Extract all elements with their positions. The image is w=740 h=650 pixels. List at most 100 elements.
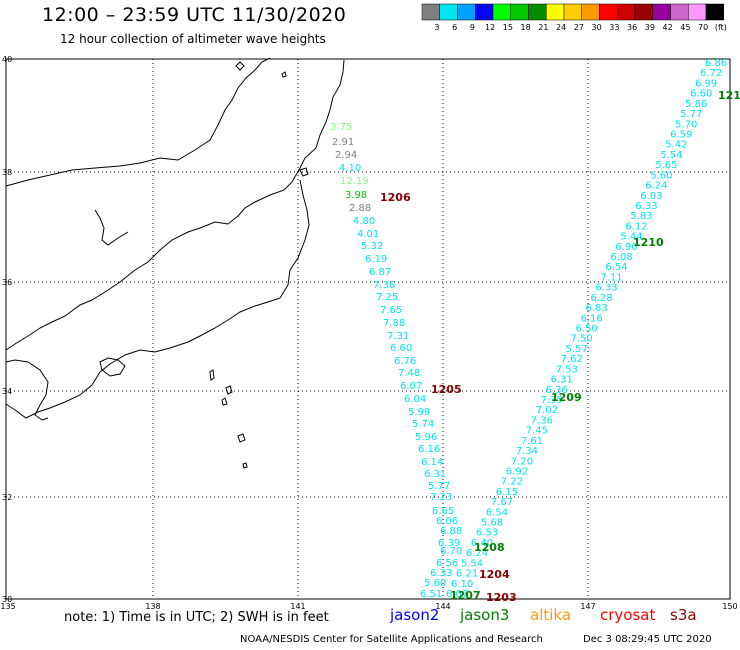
swh-value: 7.35 (541, 395, 563, 406)
pass-label: 1205 (431, 383, 462, 396)
swh-value: 7.65 (380, 305, 402, 316)
swh-value: 6.50 (576, 324, 598, 335)
map-frame (5, 58, 731, 600)
latitude-labels: 40 38 36 34 32 30 (2, 55, 12, 604)
swh-value: 5.83 (630, 211, 652, 222)
swh-value: 7.61 (521, 436, 543, 447)
legend-label: 42 (663, 23, 673, 32)
swh-value: 6.83 (586, 303, 608, 314)
legend-label: 21 (538, 23, 548, 32)
lon-label: 135 (0, 602, 15, 611)
swh-value: 7.62 (561, 354, 583, 365)
swh-value: 7.67 (491, 497, 513, 508)
pass-label: 1208 (474, 541, 505, 554)
swh-value: 7.31 (387, 331, 409, 342)
swh-value: 5.60 (424, 578, 446, 589)
swh-value: 6.19 (365, 254, 387, 265)
swh-value: 5.60 (650, 170, 672, 181)
swh-value: 4.80 (353, 216, 375, 227)
legend-label: 15 (503, 23, 513, 32)
swh-value: 7.25 (376, 292, 398, 303)
longitude-labels: 135 138 141 144 147 150 (0, 602, 737, 611)
swh-value: 5.77 (680, 109, 702, 120)
swh-value: 6.07 (400, 381, 422, 392)
swh-value: 6.03 (640, 191, 662, 202)
swh-value: 7.48 (398, 368, 420, 379)
swh-value: 7.22 (501, 477, 523, 488)
swh-value: 6.14 (421, 457, 443, 468)
swh-value: 5.96 (415, 432, 437, 443)
footer-date: Dec 3 08:29:45 UTC 2020 (583, 634, 712, 645)
swh-value: 6.99 (695, 78, 717, 89)
swh-value: 6.16 (418, 444, 440, 455)
swh-value: 4.10 (339, 163, 361, 174)
lat-label: 40 (2, 55, 12, 64)
swh-value: 6.70 (440, 546, 462, 557)
swh-value: 5.44 (620, 232, 642, 243)
lat-label: 32 (2, 493, 12, 502)
swh-value: 7.20 (511, 456, 533, 467)
swh-value: 7.11 (600, 272, 622, 283)
swh-value: 5.57 (566, 344, 588, 355)
pass-label: 121 (718, 89, 740, 102)
swh-value: 7.36 (531, 415, 553, 426)
legend-label: 6 (452, 23, 457, 32)
mission-cryosat: cryosat (600, 606, 656, 624)
lat-label: 38 (2, 168, 12, 177)
legend-swatch (705, 3, 724, 21)
swh-value: 6.90 (615, 242, 637, 253)
mission-s3a: s3a (670, 606, 697, 624)
legend-label: 12 (485, 23, 495, 32)
swh-value: 6.16 (581, 313, 603, 324)
swh-value: 6.28 (590, 293, 612, 304)
swh-value: 5.54 (461, 558, 483, 569)
swh-value: 6.54 (486, 507, 508, 518)
mission-jason2: jason2 (390, 606, 440, 624)
swh-value: 6.88 (440, 526, 462, 537)
legend-label: 3 (434, 23, 439, 32)
page-title: 12:00 – 23:59 UTC 11/30/2020 (42, 4, 347, 26)
page-subtitle: 12 hour collection of altimeter wave hei… (60, 32, 326, 46)
swh-value: 5.77 (428, 481, 450, 492)
lon-label: 138 (145, 602, 160, 611)
footer-note: note: 1) Time is in UTC; 2) SWH is in fe… (64, 610, 329, 625)
swh-value: 7.36 (373, 280, 395, 291)
lat-label: 30 (2, 595, 12, 604)
swh-value: 6.51 (420, 589, 442, 600)
swh-value: 3.98 (345, 190, 367, 201)
footer-credit: NOAA/NESDIS Center for Satellite Applica… (240, 634, 543, 645)
swh-value: 6.21 (456, 569, 478, 580)
swh-value: 4.01 (357, 229, 379, 240)
pass-labels: 1206 1205 1210 1209 1208 1204 1207 1203 121 (380, 89, 740, 604)
pass-label: 1204 (479, 568, 510, 581)
grid-lines (6, 59, 730, 599)
swh-value: 7.50 (571, 334, 593, 345)
swh-value: 2.94 (335, 150, 357, 161)
swh-value: 5.86 (685, 99, 707, 110)
swh-value: 6.10 (451, 579, 473, 590)
swh-value: 6.24 (466, 548, 488, 559)
swh-value: 6.33 (635, 201, 657, 212)
swh-value: 5.65 (655, 160, 677, 171)
legend-label: 39 (645, 23, 655, 32)
swh-value: 6.40 (471, 538, 493, 549)
swh-value: 7.23 (430, 492, 452, 503)
color-legend: 3 6 9 12 15 18 21 24 27 30 33 36 39 42 45 70 (ft) (421, 3, 727, 32)
legend-label: 36 (627, 23, 637, 32)
swh-value: 2.88 (349, 203, 371, 214)
swh-value: 6.65 (432, 506, 454, 517)
legend-label: 45 (680, 23, 690, 32)
swh-value: 6.31 (551, 375, 573, 386)
swh-value: 6.31 (424, 469, 446, 480)
swh-value: 6.72 (700, 68, 722, 79)
swh-value: 3.75 (330, 122, 352, 133)
swh-value: 5.68 (481, 518, 503, 529)
legend-label: 30 (592, 23, 602, 32)
west-track-values: 3.75 2.91 2.94 4.10 12.19 3.98 2.88 4.80 4.015.3… (330, 122, 462, 600)
swh-value: 6.15 (496, 487, 518, 498)
swh-value: 6.07 (446, 589, 468, 600)
swh-value: 5.54 (660, 150, 682, 161)
east-track-values: 6.866.726.996.605.865.775.706.595.425.54… (446, 58, 727, 600)
legend-label: 33 (609, 23, 619, 32)
